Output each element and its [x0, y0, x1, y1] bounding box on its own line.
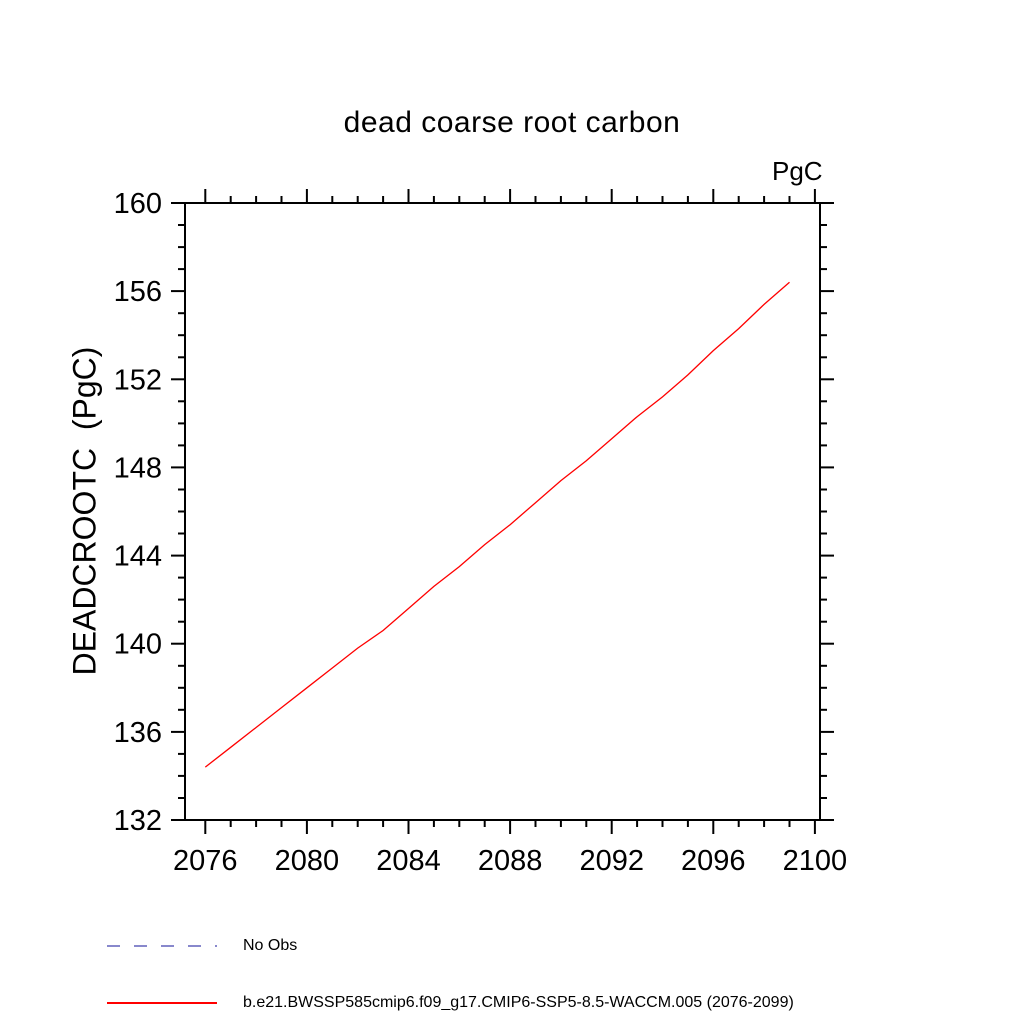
plot-border — [184, 202, 821, 821]
legend-item-model-run: b.e21.BWSSP585cmip6.f09_g17.CMIP6-SSP5-8… — [107, 993, 794, 1013]
x-tick-label: 2076 — [173, 845, 238, 877]
y-tick-label: 160 — [114, 188, 162, 220]
y-tick-label: 132 — [114, 805, 162, 837]
x-tick-label: 2092 — [579, 845, 644, 877]
unit-label: PgC — [772, 156, 823, 186]
legend-label: No Obs — [243, 937, 298, 954]
legend-item-no-obs: No Obs — [107, 936, 297, 956]
y-tick-label: 136 — [114, 717, 162, 749]
y-tick-label: 140 — [114, 629, 162, 661]
y-tick-label: 156 — [114, 276, 162, 308]
y-tick-label: 148 — [114, 452, 162, 484]
x-tick-label: 2096 — [681, 845, 746, 877]
data-line — [204, 281, 790, 768]
x-tick-label: 2088 — [478, 845, 543, 877]
x-tick-label: 2080 — [275, 845, 340, 877]
legend-line-sample-dashed — [107, 945, 217, 947]
y-tick-label: 144 — [114, 541, 162, 573]
y-tick-label: 152 — [114, 364, 162, 396]
x-tick-label: 2084 — [376, 845, 441, 877]
legend-line-sample-solid — [107, 1002, 217, 1004]
chart-title: dead coarse root carbon — [343, 106, 681, 139]
x-tick-label: 2100 — [783, 845, 848, 877]
legend-label: b.e21.BWSSP585cmip6.f09_g17.CMIP6-SSP5-8… — [243, 994, 794, 1011]
